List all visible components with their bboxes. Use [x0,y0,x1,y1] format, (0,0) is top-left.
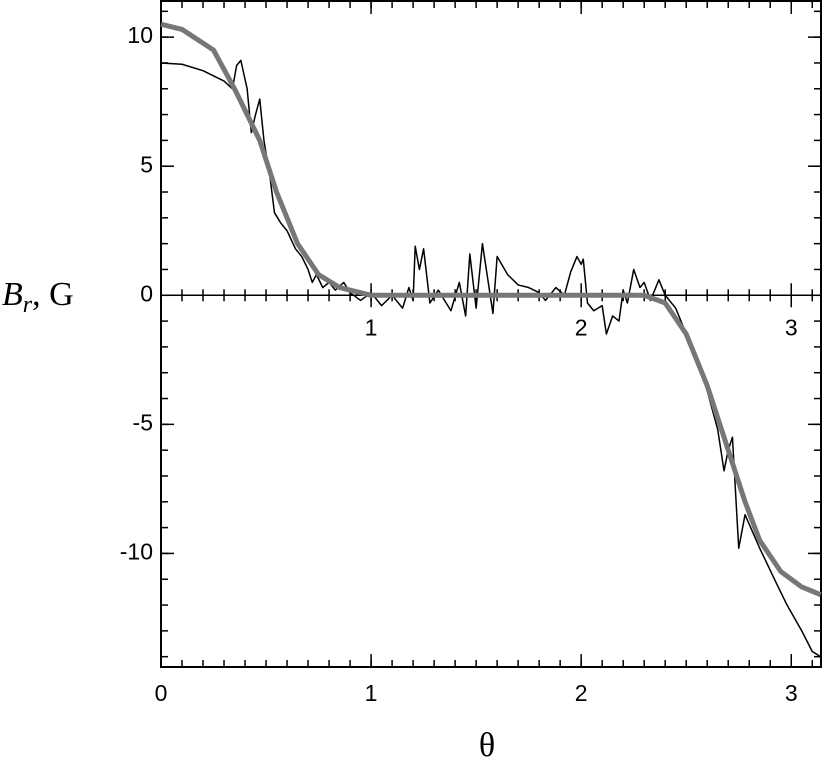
y-tick-label: 5 [140,151,153,177]
y-tick-label: -10 [120,538,153,564]
x-tick-label-inner: 3 [785,314,798,340]
y-label-sub: r [23,292,33,318]
x-tick-label-inner: 2 [575,314,588,340]
y-label-main: B [2,276,23,313]
y-tick-label: 10 [127,22,153,48]
y-tick-label: -5 [133,409,153,435]
x-tick-label-inner: 1 [365,314,378,340]
y-axis-label: Br, G [2,276,74,318]
x-tick-label: 3 [785,680,798,706]
data-line [160,59,822,658]
y-tick-label: 0 [140,280,153,306]
y-label-unit: , G [32,276,74,313]
x-axis-label: θ [479,727,495,764]
plot-frame [160,0,822,668]
x-tick-label: 2 [575,680,588,706]
data-line [160,21,822,598]
x-tick-label: 1 [365,680,378,706]
x-tick-label: 0 [155,680,168,706]
